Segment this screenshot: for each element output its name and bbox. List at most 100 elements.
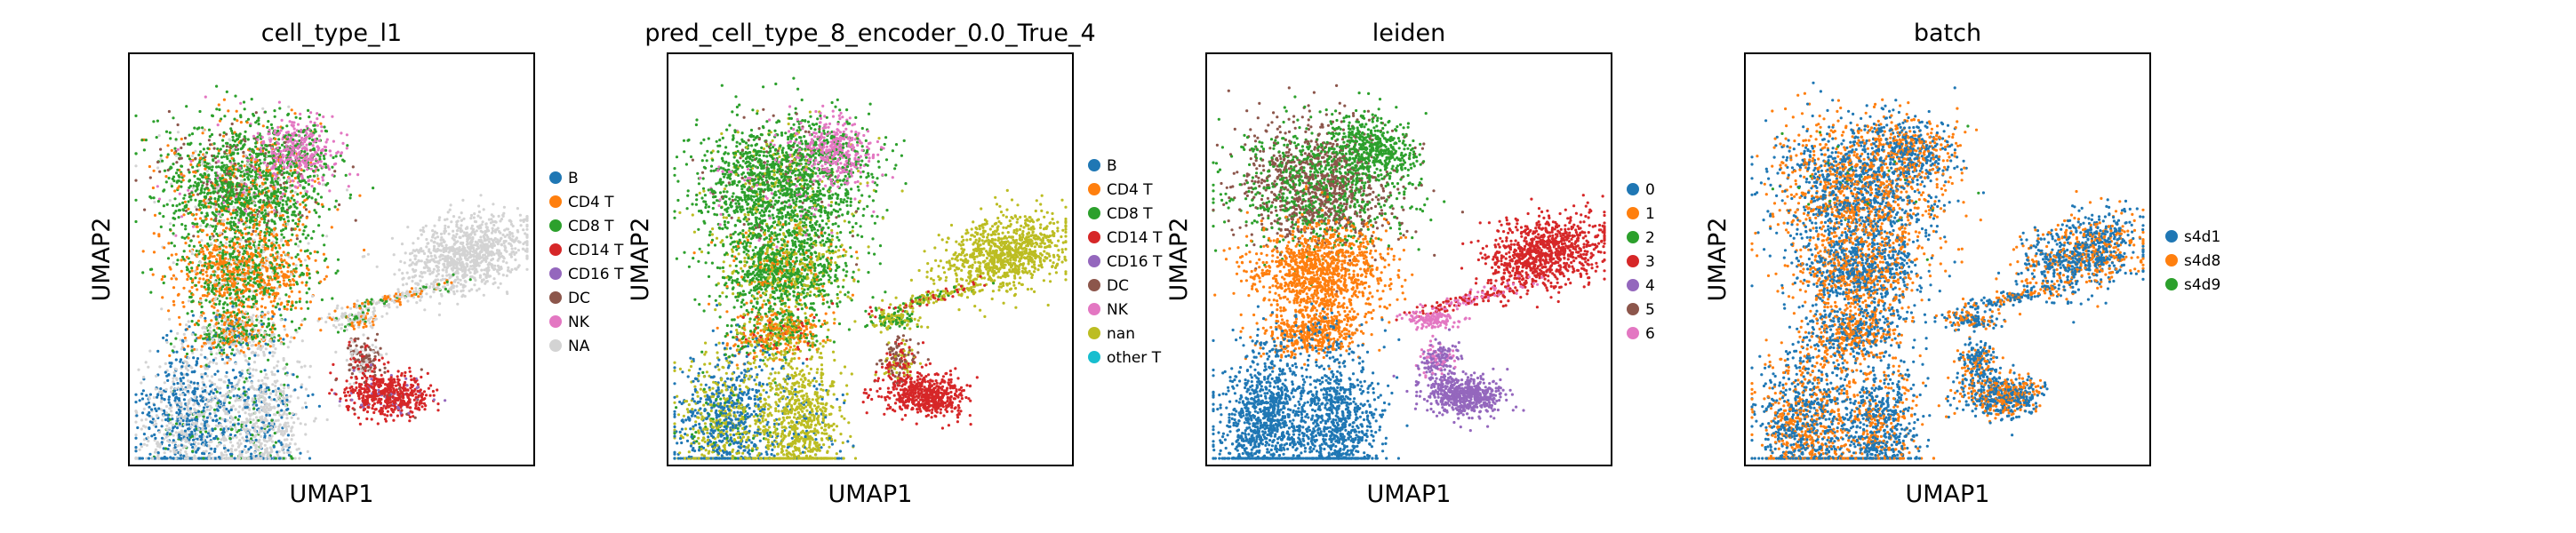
scatter-point [240, 234, 244, 237]
scatter-point [250, 98, 253, 101]
scatter-point [204, 176, 208, 179]
scatter-point [152, 395, 156, 400]
scatter-point [230, 352, 234, 355]
scatter-point [175, 161, 179, 164]
scatter-point [269, 253, 273, 257]
scatter-point [332, 139, 335, 143]
scatter-point [179, 360, 182, 363]
scatter-point [205, 340, 209, 344]
scatter-point [251, 213, 254, 217]
scatter-point [268, 155, 272, 158]
scatter-point [272, 159, 276, 163]
scatter-point [277, 307, 282, 311]
scatter-point [173, 197, 177, 201]
scatter-point [156, 160, 160, 164]
scatter-point [158, 445, 162, 449]
scatter-point [204, 153, 207, 156]
scatter-point [296, 123, 300, 126]
scatter-point [166, 439, 170, 442]
scatter-point [309, 111, 313, 115]
scatter-point [235, 176, 238, 180]
scatter-point [272, 192, 276, 195]
scatter-point [184, 227, 188, 231]
scatter-point [312, 230, 316, 234]
scatter-point [317, 139, 321, 142]
scatter-point [256, 138, 260, 141]
scatter-point [310, 135, 314, 139]
scatter-point [298, 184, 301, 187]
scatter-point [195, 449, 198, 454]
scatter-point [230, 129, 234, 132]
scatter-point [308, 179, 311, 182]
scatter-point [311, 147, 315, 151]
scatter-point [237, 184, 241, 187]
scatter-point [264, 243, 268, 247]
scatter-point [188, 438, 191, 442]
scatter-point [163, 188, 166, 192]
scatter-point [182, 332, 186, 336]
scatter-point [316, 145, 319, 148]
scatter-point [277, 334, 281, 338]
scatter-point [168, 199, 172, 203]
scatter-point [140, 397, 145, 401]
scatter-point [305, 266, 309, 270]
scatter-point [202, 409, 205, 412]
scatter-point [324, 140, 328, 144]
scatter-point [280, 270, 284, 274]
scatter-point [182, 454, 186, 457]
scatter-point [291, 278, 295, 282]
scatter-point [204, 195, 208, 198]
scatter-point [194, 198, 197, 202]
scatter-point [298, 161, 301, 164]
scatter-point [136, 426, 140, 430]
scatter-point [305, 143, 308, 147]
scatter-point [231, 338, 235, 342]
scatter-point [255, 244, 259, 249]
scatter-point [230, 381, 234, 386]
scatter-point [200, 284, 204, 288]
scatter-point [176, 293, 180, 297]
scatter-point [207, 457, 211, 460]
scatter-point [282, 251, 285, 254]
scatter-point [276, 125, 280, 129]
scatter-point [277, 100, 281, 104]
scatter-point [235, 344, 238, 348]
scatter-point [296, 171, 300, 174]
scatter-point [222, 337, 226, 340]
scatter-point [296, 396, 300, 400]
scatter-point [257, 152, 260, 155]
scatter-point [331, 165, 334, 169]
scatter-point [228, 291, 233, 295]
scatter-point [228, 208, 231, 211]
scatter-point [163, 451, 166, 455]
scatter-point [251, 328, 254, 331]
scatter-point [252, 418, 255, 422]
scatter-point [228, 261, 231, 266]
scatter-point [320, 125, 324, 129]
scatter-point [178, 315, 181, 319]
scatter-point [284, 328, 287, 331]
scatter-point [224, 437, 228, 441]
scatter-point [268, 128, 271, 131]
scatter-point [174, 210, 178, 213]
scatter-point [180, 172, 183, 176]
scatter-point [292, 194, 295, 197]
scatter-point [281, 153, 284, 156]
scatter-point [134, 436, 138, 440]
scatter-point [200, 348, 204, 352]
scatter-point [222, 310, 226, 314]
scatter-point [255, 187, 259, 191]
scatter-point [294, 264, 298, 267]
scatter-point [248, 290, 252, 293]
scatter-point [249, 124, 252, 128]
scatter-point [176, 131, 180, 134]
scatter-point [195, 363, 198, 367]
scatter-point [194, 218, 197, 221]
scatter-point [180, 338, 185, 342]
scatter-point [252, 224, 256, 227]
scatter-point [218, 119, 222, 123]
scatter-point [186, 273, 189, 276]
scatter-point [249, 185, 252, 188]
scatter-point [296, 253, 300, 257]
